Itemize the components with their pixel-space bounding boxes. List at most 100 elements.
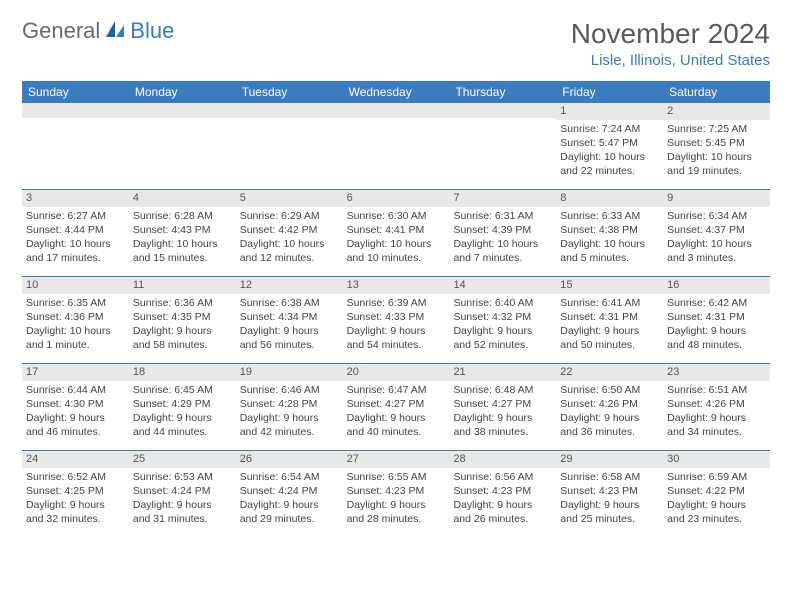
week-row: 3Sunrise: 6:27 AMSunset: 4:44 PMDaylight… <box>22 190 770 277</box>
day-cell: 3Sunrise: 6:27 AMSunset: 4:44 PMDaylight… <box>22 190 129 276</box>
daylight-text: Daylight: 9 hours and 44 minutes. <box>133 411 232 439</box>
sunrise-text: Sunrise: 6:45 AM <box>133 383 232 397</box>
sunset-text: Sunset: 4:32 PM <box>453 310 552 324</box>
sunset-text: Sunset: 4:30 PM <box>26 397 125 411</box>
daylight-text: Daylight: 9 hours and 29 minutes. <box>240 498 339 526</box>
sunrise-text: Sunrise: 6:47 AM <box>347 383 446 397</box>
sunrise-text: Sunrise: 6:46 AM <box>240 383 339 397</box>
daylight-text: Daylight: 9 hours and 36 minutes. <box>560 411 659 439</box>
day-cell: 14Sunrise: 6:40 AMSunset: 4:32 PMDayligh… <box>449 277 556 363</box>
day-cell: 20Sunrise: 6:47 AMSunset: 4:27 PMDayligh… <box>343 364 450 450</box>
day-number: 8 <box>556 190 663 207</box>
day-content <box>449 118 556 124</box>
daylight-text: Daylight: 9 hours and 56 minutes. <box>240 324 339 352</box>
sunset-text: Sunset: 4:35 PM <box>133 310 232 324</box>
day-number <box>343 103 450 118</box>
title-block: November 2024 Lisle, Illinois, United St… <box>571 18 770 69</box>
day-cell: 1Sunrise: 7:24 AMSunset: 5:47 PMDaylight… <box>556 103 663 189</box>
day-number: 16 <box>663 277 770 294</box>
day-number: 4 <box>129 190 236 207</box>
day-cell: 18Sunrise: 6:45 AMSunset: 4:29 PMDayligh… <box>129 364 236 450</box>
day-content: Sunrise: 6:30 AMSunset: 4:41 PMDaylight:… <box>343 207 450 270</box>
sunset-text: Sunset: 4:24 PM <box>240 484 339 498</box>
sunset-text: Sunset: 5:47 PM <box>560 136 659 150</box>
sunset-text: Sunset: 5:45 PM <box>667 136 766 150</box>
week-row: 17Sunrise: 6:44 AMSunset: 4:30 PMDayligh… <box>22 364 770 451</box>
day-number: 29 <box>556 451 663 468</box>
sunrise-text: Sunrise: 6:44 AM <box>26 383 125 397</box>
day-content: Sunrise: 6:34 AMSunset: 4:37 PMDaylight:… <box>663 207 770 270</box>
sunset-text: Sunset: 4:23 PM <box>560 484 659 498</box>
day-cell: 19Sunrise: 6:46 AMSunset: 4:28 PMDayligh… <box>236 364 343 450</box>
day-number: 6 <box>343 190 450 207</box>
day-cell: 13Sunrise: 6:39 AMSunset: 4:33 PMDayligh… <box>343 277 450 363</box>
sunset-text: Sunset: 4:39 PM <box>453 223 552 237</box>
day-cell <box>236 103 343 189</box>
day-content: Sunrise: 6:58 AMSunset: 4:23 PMDaylight:… <box>556 468 663 531</box>
daylight-text: Daylight: 10 hours and 17 minutes. <box>26 237 125 265</box>
sunset-text: Sunset: 4:24 PM <box>133 484 232 498</box>
day-cell: 7Sunrise: 6:31 AMSunset: 4:39 PMDaylight… <box>449 190 556 276</box>
sunset-text: Sunset: 4:42 PM <box>240 223 339 237</box>
day-cell: 24Sunrise: 6:52 AMSunset: 4:25 PMDayligh… <box>22 451 129 537</box>
day-content: Sunrise: 6:55 AMSunset: 4:23 PMDaylight:… <box>343 468 450 531</box>
day-content: Sunrise: 6:38 AMSunset: 4:34 PMDaylight:… <box>236 294 343 357</box>
sunset-text: Sunset: 4:23 PM <box>347 484 446 498</box>
day-cell: 23 Sunrise: 6:51 AMSunset: 4:26 PMDayligh… <box>663 364 770 450</box>
day-cell: 15Sunrise: 6:41 AMSunset: 4:31 PMDayligh… <box>556 277 663 363</box>
sunset-text: Sunset: 4:26 PM <box>667 397 766 411</box>
day-number <box>236 103 343 118</box>
day-content: Sunrise: 6:54 AMSunset: 4:24 PMDaylight:… <box>236 468 343 531</box>
sunrise-text: Sunrise: 6:59 AM <box>667 470 766 484</box>
daylight-text: Daylight: 10 hours and 15 minutes. <box>133 237 232 265</box>
day-content: Sunrise: 6:27 AMSunset: 4:44 PMDaylight:… <box>22 207 129 270</box>
day-number: 30 <box>663 451 770 468</box>
day-cell: 22 Sunrise: 6:50 AMSunset: 4:26 PMDayligh… <box>556 364 663 450</box>
sunrise-text: Sunrise: 6:28 AM <box>133 209 232 223</box>
day-number: 14 <box>449 277 556 294</box>
sunrise-text: Sunrise: 6:35 AM <box>26 296 125 310</box>
sunset-text: Sunset: 4:23 PM <box>453 484 552 498</box>
day-cell: 4Sunrise: 6:28 AMSunset: 4:43 PMDaylight… <box>129 190 236 276</box>
sunrise-text: Sunrise: 6:50 AM <box>560 383 659 397</box>
day-header-monday: Monday <box>129 81 236 103</box>
day-number <box>449 103 556 118</box>
daylight-text: Daylight: 10 hours and 19 minutes. <box>667 150 766 178</box>
sunset-text: Sunset: 4:26 PM <box>560 397 659 411</box>
day-content: Sunrise: 6:44 AMSunset: 4:30 PMDaylight:… <box>22 381 129 444</box>
day-number: 23 <box>663 364 770 381</box>
daylight-text: Daylight: 9 hours and 25 minutes. <box>560 498 659 526</box>
logo-text-blue: Blue <box>130 18 174 44</box>
sunset-text: Sunset: 4:31 PM <box>560 310 659 324</box>
sunset-text: Sunset: 4:27 PM <box>347 397 446 411</box>
calendar-page: General Blue November 2024 Lisle, Illino… <box>0 0 792 555</box>
sunrise-text: Sunrise: 6:51 AM <box>667 383 766 397</box>
sunrise-text: Sunrise: 6:58 AM <box>560 470 659 484</box>
day-cell <box>22 103 129 189</box>
day-content: Sunrise: 6:47 AMSunset: 4:27 PMDaylight:… <box>343 381 450 444</box>
day-content: Sunrise: 6:31 AMSunset: 4:39 PMDaylight:… <box>449 207 556 270</box>
day-number: 26 <box>236 451 343 468</box>
day-number: 22 <box>556 364 663 381</box>
day-cell: 9Sunrise: 6:34 AMSunset: 4:37 PMDaylight… <box>663 190 770 276</box>
logo-sail-icon <box>104 19 126 44</box>
day-number: 11 <box>129 277 236 294</box>
day-cell: 5Sunrise: 6:29 AMSunset: 4:42 PMDaylight… <box>236 190 343 276</box>
daylight-text: Daylight: 9 hours and 52 minutes. <box>453 324 552 352</box>
sunrise-text: Sunrise: 6:41 AM <box>560 296 659 310</box>
day-header-sunday: Sunday <box>22 81 129 103</box>
day-number: 1 <box>556 103 663 120</box>
day-number: 24 <box>22 451 129 468</box>
sunrise-text: Sunrise: 6:27 AM <box>26 209 125 223</box>
day-cell: 16Sunrise: 6:42 AMSunset: 4:31 PMDayligh… <box>663 277 770 363</box>
day-content <box>22 118 129 124</box>
sunset-text: Sunset: 4:37 PM <box>667 223 766 237</box>
sunrise-text: Sunrise: 6:33 AM <box>560 209 659 223</box>
day-number: 12 <box>236 277 343 294</box>
day-number: 10 <box>22 277 129 294</box>
calendar-grid: Sunday Monday Tuesday Wednesday Thursday… <box>22 81 770 537</box>
day-content: Sunrise: 6:59 AMSunset: 4:22 PMDaylight:… <box>663 468 770 531</box>
daylight-text: Daylight: 9 hours and 40 minutes. <box>347 411 446 439</box>
daylight-text: Daylight: 9 hours and 34 minutes. <box>667 411 766 439</box>
sunset-text: Sunset: 4:41 PM <box>347 223 446 237</box>
